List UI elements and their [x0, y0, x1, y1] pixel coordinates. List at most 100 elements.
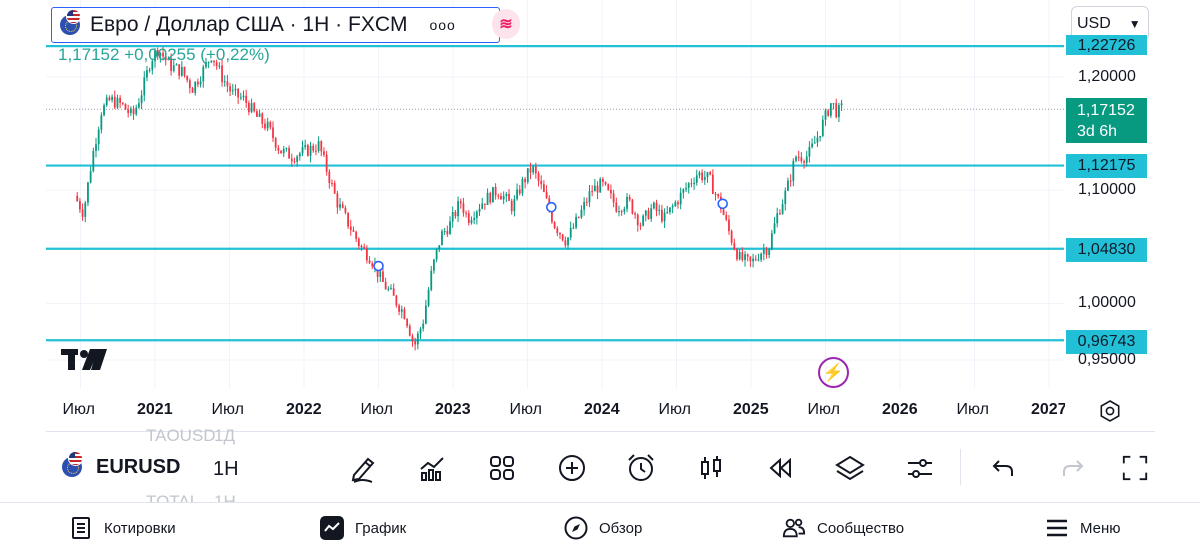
candle-body — [736, 249, 738, 260]
candle-body — [561, 234, 564, 241]
candle-body — [722, 209, 725, 215]
symbol-selector[interactable]: Евро / Доллар США · 1H · FXCM ooo — [51, 7, 500, 43]
currency-value: USD — [1077, 14, 1111, 32]
event-marker — [373, 260, 384, 272]
candle-body — [162, 52, 164, 57]
candle-body — [266, 121, 269, 129]
symbol-switcher[interactable]: EURUSD — [62, 452, 180, 479]
objects-tree-button[interactable] — [833, 451, 867, 485]
candle-body — [781, 204, 784, 214]
candle-body — [671, 205, 674, 208]
candle-body — [717, 194, 720, 197]
bottom-navigation: Котировки График Обзор Сообщество Меню — [0, 502, 1200, 553]
replay-button[interactable] — [763, 451, 797, 485]
candle-body — [620, 211, 623, 213]
nav-chart[interactable]: График — [320, 516, 406, 540]
layouts-button[interactable] — [485, 451, 519, 485]
candle-body — [293, 161, 296, 163]
candle-body — [105, 97, 108, 106]
drawing-tools-button[interactable] — [346, 451, 380, 485]
undo-button[interactable] — [986, 451, 1020, 485]
time-axis-label: Июл — [956, 401, 989, 418]
candle-body — [693, 182, 695, 184]
nav-overview[interactable]: Обзор — [564, 516, 642, 540]
time-axis-label: 2026 — [882, 401, 918, 418]
chevron-down-icon: ▼ — [1128, 16, 1141, 31]
candle-body — [446, 230, 449, 235]
candle-body — [390, 288, 392, 290]
candle-body — [365, 248, 368, 261]
undo-icon — [992, 460, 1013, 476]
candle-body — [92, 150, 95, 172]
candle-body — [306, 145, 309, 156]
candle-body — [132, 108, 135, 115]
candle-body — [368, 260, 371, 264]
candle-body — [588, 191, 591, 203]
nav-menu[interactable]: Меню — [1045, 516, 1121, 540]
candle-body — [529, 168, 532, 173]
eur-usd-flag-icon — [62, 452, 86, 479]
candle-body — [730, 231, 733, 243]
candle-body — [808, 146, 811, 157]
time-axis-label: Июл — [807, 401, 840, 418]
candle-body — [813, 142, 816, 144]
chart-type-button[interactable] — [694, 451, 728, 485]
candle-body — [478, 208, 481, 212]
candle-timer: 3d 6h — [1077, 122, 1118, 140]
list-icon — [69, 516, 93, 540]
candle-body — [231, 90, 234, 92]
indicators-button[interactable] — [415, 451, 449, 485]
alert-button[interactable] — [624, 451, 658, 485]
more-icon[interactable]: ooo — [429, 17, 456, 33]
candle-body — [320, 141, 323, 152]
price-chart[interactable] — [0, 0, 1200, 430]
candle-body — [339, 204, 341, 208]
price-level-tag[interactable]: 1,22726 — [1066, 35, 1147, 55]
price-level-tag[interactable]: 1,04830 — [1066, 238, 1147, 262]
candle-body — [816, 137, 819, 143]
rewind-icon — [769, 457, 791, 479]
price-level-tag[interactable]: 1,12175 — [1066, 154, 1147, 178]
candle-body — [239, 97, 242, 99]
candle-body — [379, 271, 382, 277]
nav-quotes[interactable]: Котировки — [69, 516, 176, 540]
settings-button[interactable] — [903, 451, 937, 485]
price-level-tag[interactable]: 0,96743 — [1066, 330, 1147, 354]
candle-body — [183, 66, 186, 76]
candle-body — [612, 193, 615, 203]
candle-body — [811, 143, 813, 147]
candle-body — [628, 196, 631, 200]
compass-icon — [564, 516, 588, 540]
fullscreen-button[interactable] — [1121, 451, 1149, 485]
alarm-clock-icon — [628, 454, 654, 481]
candle-body — [312, 145, 315, 151]
candle-body — [148, 69, 151, 71]
candle-body — [540, 180, 543, 185]
candle-body — [545, 191, 548, 199]
candle-body — [406, 319, 409, 326]
candle-body — [569, 228, 572, 238]
chart-toolbar: TAOUSD 1Д EURUSD 1H TOTAL 1Н — [46, 426, 1155, 503]
candle-body — [575, 216, 577, 228]
candle-body — [516, 189, 518, 200]
candle-body — [336, 193, 339, 208]
time-axis-label: 2024 — [584, 401, 620, 418]
redo-button[interactable] — [1056, 451, 1090, 485]
candle-body — [245, 95, 248, 103]
indicator-badge[interactable]: ≋ — [492, 9, 520, 39]
candle-body — [572, 227, 575, 229]
candle-body — [95, 144, 97, 151]
compare-button[interactable] — [555, 451, 589, 485]
candle-body — [489, 192, 492, 203]
candle-body — [451, 212, 454, 222]
candle-body — [355, 231, 358, 239]
candle-body — [382, 271, 384, 282]
candle-body — [213, 60, 215, 63]
candle-body — [679, 192, 682, 205]
interval-selector[interactable]: 1H — [213, 458, 239, 480]
price-axis-label: 0,95000 — [1078, 351, 1136, 368]
candle-body — [202, 66, 205, 82]
lightning-icon[interactable]: ⚡ — [818, 357, 849, 388]
settings-gear-icon[interactable] — [1099, 400, 1121, 422]
nav-community[interactable]: Сообщество — [782, 516, 904, 540]
